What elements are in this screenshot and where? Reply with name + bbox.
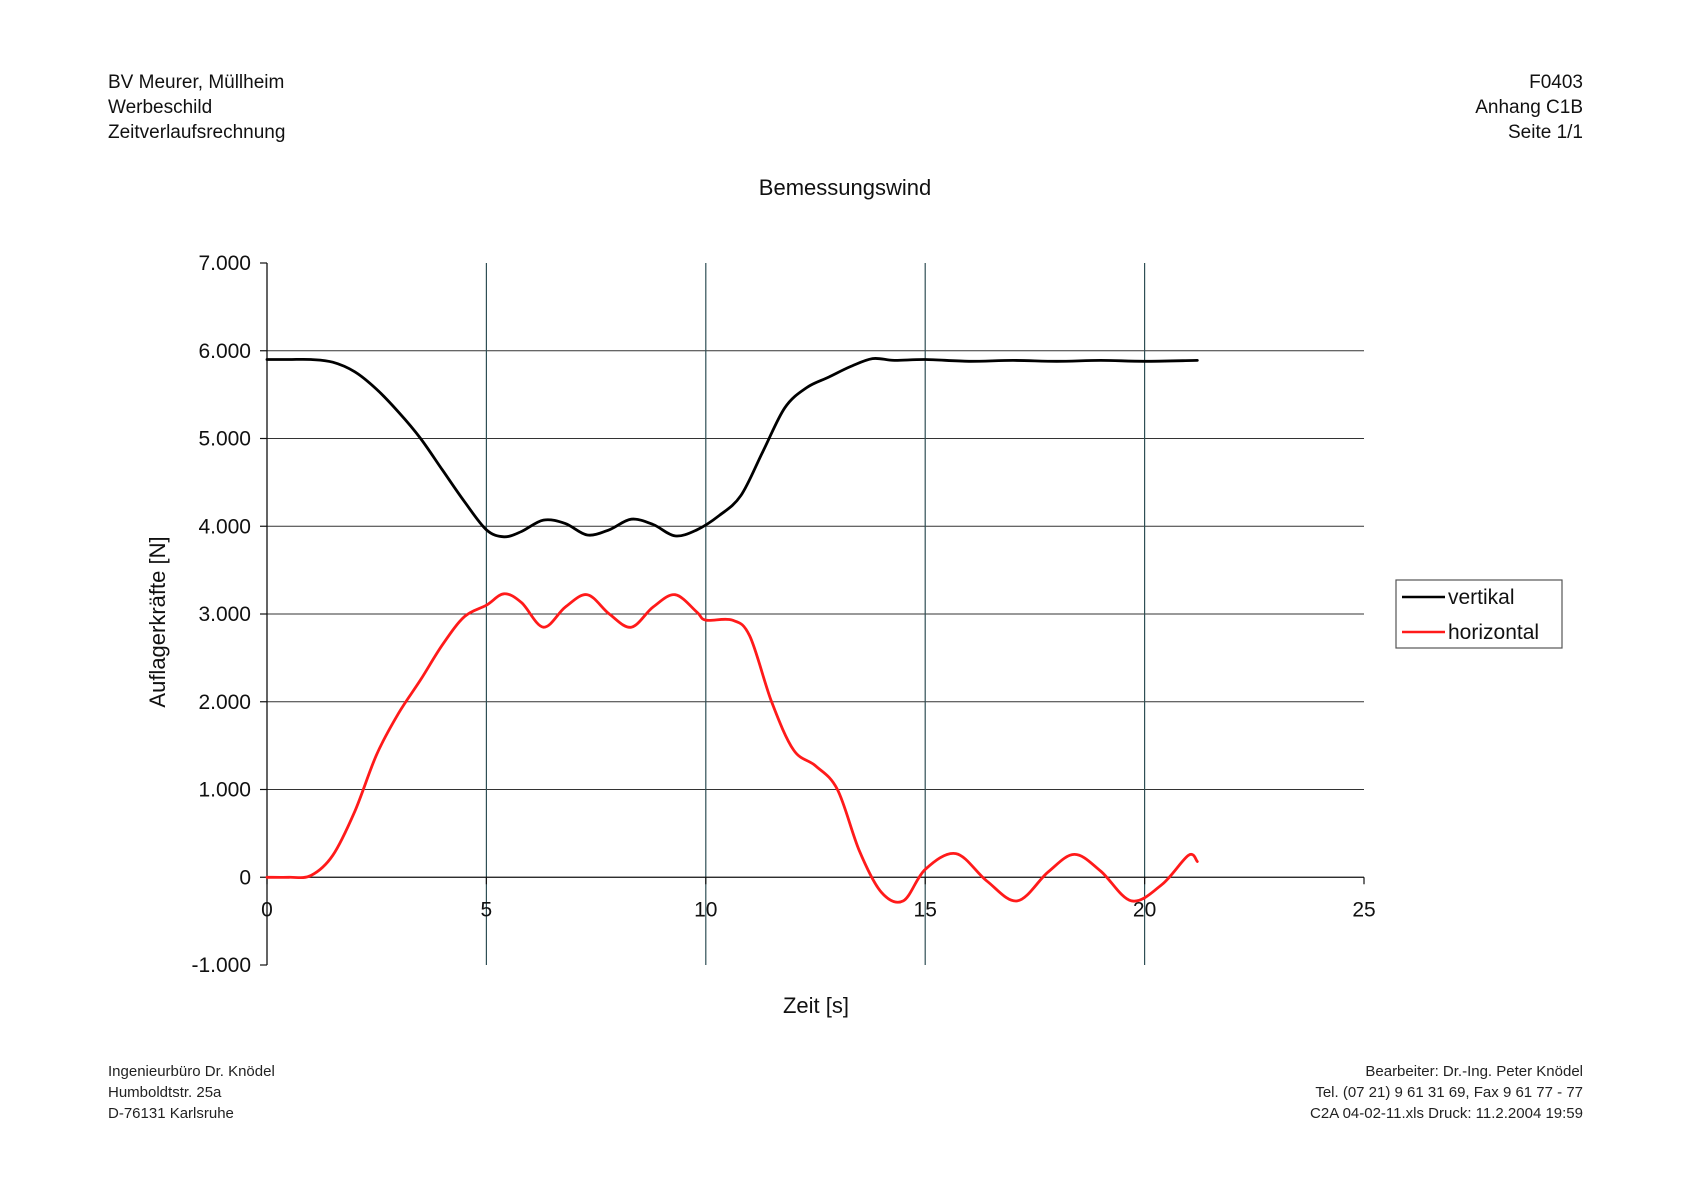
file-print-line: C2A 04-02-11.xls Druck: 11.2.2004 19:59 (1310, 1105, 1583, 1122)
chart-title: Bemessungswind (759, 175, 931, 200)
header-left: BV Meurer, Müllheim Werbeschild Zeitverl… (108, 70, 285, 145)
contact-line: Tel. (07 21) 9 61 31 69, Fax 9 61 77 - 7… (1315, 1084, 1583, 1101)
axes (260, 262, 1365, 966)
document-number: F0403 (1529, 72, 1583, 93)
page-label: Seite 1/1 (1508, 122, 1583, 143)
y-tick-label: 3.000 (198, 603, 251, 626)
company-city: D-76131 Karlsruhe (108, 1105, 234, 1122)
grid-lines (267, 263, 1364, 965)
header-right: F0403 Anhang C1B Seite 1/1 (1475, 70, 1583, 145)
y-axis-label: Auflagerkräfte [N] (145, 536, 170, 707)
tick-labels: -1.000 0 1.000 2.000 3.000 4.000 5.000 6.000 7.0… (191, 252, 1375, 977)
x-tick-label: 5 (481, 898, 493, 921)
y-tick-label: 1.000 (198, 779, 251, 802)
legend: vertikal horizontal (1395, 579, 1563, 649)
y-tick-label: 6.000 (198, 340, 251, 363)
calculation-type: Zeitverlaufsrechnung (108, 122, 286, 143)
x-axis-label: Zeit [s] (783, 993, 849, 1018)
x-tick-label: 10 (694, 898, 717, 921)
legend-label-horizontal: horizontal (1448, 621, 1539, 644)
company-name: Ingenieurbüro Dr. Knödel (108, 1063, 275, 1080)
series-line-horizontal (265, 592, 1199, 904)
legend-box (1395, 579, 1563, 649)
series-lines (265, 356, 1199, 904)
series-line-vertikal (265, 356, 1199, 539)
y-tick-label: 7.000 (198, 252, 251, 275)
y-tick-label: 4.000 (198, 515, 251, 538)
object-name: Werbeschild (108, 97, 213, 118)
author-line: Bearbeiter: Dr.-Ing. Peter Knödel (1365, 1063, 1583, 1080)
y-tick-label: 2.000 (198, 691, 251, 714)
y-tick-label: 5.000 (198, 428, 251, 451)
y-tick-label: 0 (239, 866, 251, 889)
footer-right: Bearbeiter: Dr.-Ing. Peter Knödel Tel. (… (1310, 1061, 1583, 1124)
project-name: BV Meurer, Müllheim (108, 72, 285, 93)
x-tick-label: 25 (1352, 898, 1375, 921)
company-street: Humboldtstr. 25a (108, 1084, 222, 1101)
x-tick-label: 20 (1133, 898, 1156, 921)
x-tick-label: 15 (914, 898, 937, 921)
footer-left: Ingenieurbüro Dr. Knödel Humboldtstr. 25… (108, 1061, 275, 1124)
x-tick-label: 0 (261, 898, 273, 921)
legend-label-vertikal: vertikal (1448, 586, 1515, 609)
y-tick-label: -1.000 (191, 954, 251, 977)
appendix-label: Anhang C1B (1475, 97, 1583, 118)
